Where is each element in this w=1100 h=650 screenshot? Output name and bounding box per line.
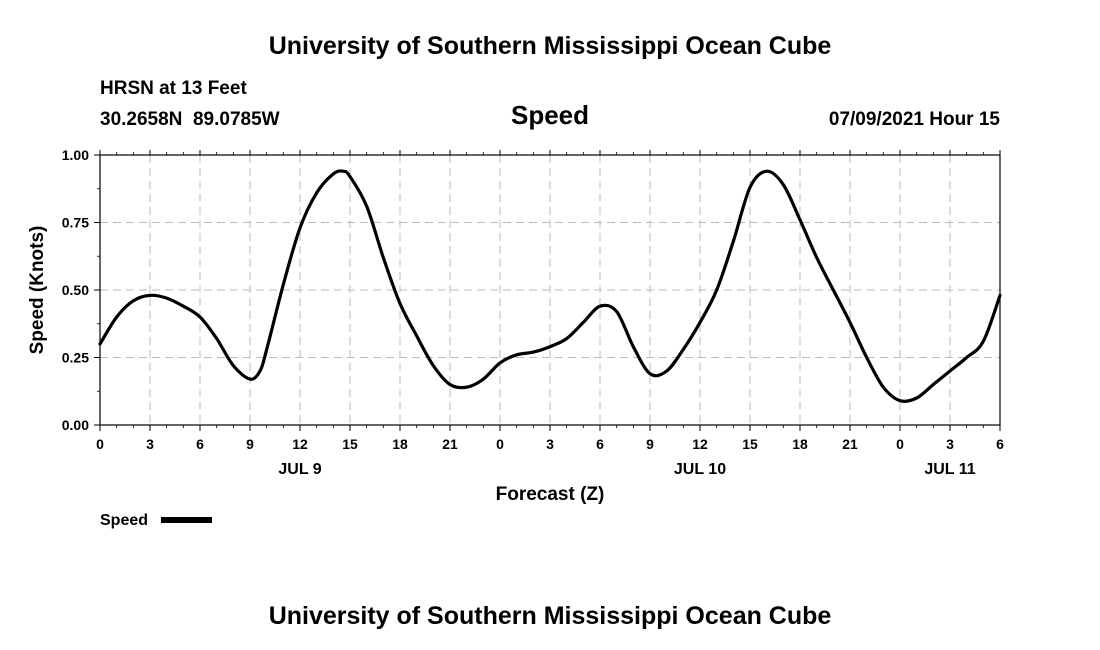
x-tick-label: 15: [342, 436, 358, 452]
forecast-datetime: 07/09/2021 Hour 15: [829, 109, 1001, 130]
plot-frame: [99, 154, 1001, 426]
x-tick-label: 0: [896, 436, 904, 452]
x-tick-label: 6: [196, 436, 204, 452]
x-tick-label: 18: [392, 436, 408, 452]
footer-title: University of Southern Mississippi Ocean…: [269, 602, 832, 630]
y-tick-label: 0.75: [62, 215, 89, 231]
x-tick-label: 18: [792, 436, 808, 452]
x-tick-label: 9: [646, 436, 654, 452]
legend-label: Speed: [100, 512, 148, 529]
coordinates-label: 30.2658N 89.0785W: [100, 109, 280, 130]
x-tick-label: 15: [742, 436, 758, 452]
chart-title: University of Southern Mississippi Ocean…: [269, 32, 832, 60]
y-tick-label: 1.00: [62, 147, 89, 163]
date-label: JUL 9: [278, 461, 321, 478]
chart-subtitle: Speed: [511, 100, 589, 130]
date-labels: JUL 9 JUL 10 JUL 11: [278, 461, 975, 478]
x-tick-label: 6: [996, 436, 1004, 452]
x-axis-label: Forecast (Z): [496, 484, 605, 505]
series-layer: [98, 169, 1002, 404]
x-tick-label: 21: [442, 436, 458, 452]
x-tick-label: 21: [842, 436, 858, 452]
y-tick-label: 0.25: [62, 350, 89, 366]
date-label: JUL 10: [674, 461, 726, 478]
x-tick-label: 0: [496, 436, 504, 452]
y-axis-label: Speed (Knots): [27, 226, 48, 355]
series-line-speed: [98, 169, 1002, 404]
y-tick-labels: 0.00 0.25 0.50 0.75 1.00: [62, 147, 89, 433]
legend-swatch: [161, 517, 212, 523]
x-tick-label: 0: [96, 436, 104, 452]
x-tick-label: 3: [146, 436, 154, 452]
x-tick-label: 12: [292, 436, 308, 452]
station-label: HRSN at 13 Feet: [100, 78, 247, 99]
date-label: JUL 11: [924, 461, 975, 478]
x-tick-label: 3: [946, 436, 954, 452]
y-tick-label: 0.00: [62, 417, 89, 433]
y-tick-label: 0.50: [62, 282, 89, 298]
x-tick-label: 6: [596, 436, 604, 452]
grid-lines: [100, 155, 1000, 425]
x-tick-label: 12: [692, 436, 708, 452]
x-tick-labels: 0 3 6 9 12 15 18 21 0 3 6 9 12 15 18 21 0 3 6: [96, 436, 1004, 452]
x-tick-label: 9: [246, 436, 254, 452]
x-tick-label: 3: [546, 436, 554, 452]
